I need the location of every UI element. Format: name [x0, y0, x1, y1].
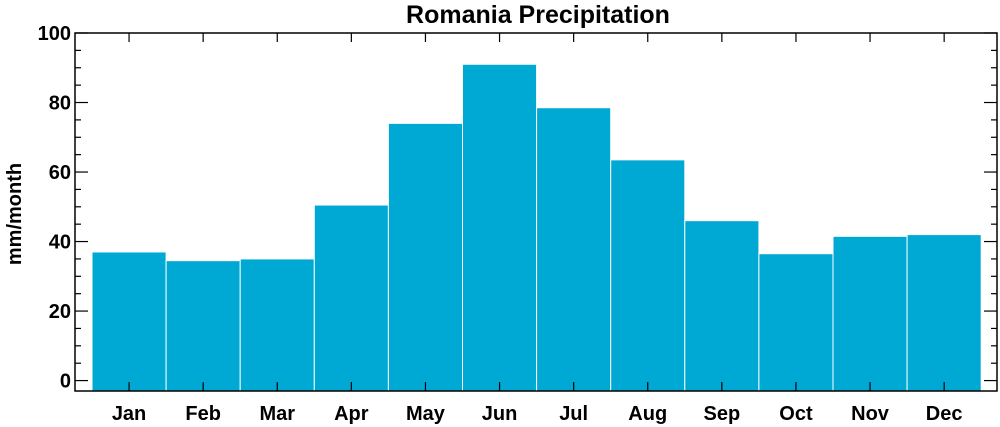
x-tick-label-jun: Jun: [482, 403, 518, 425]
bar-apr: [313, 204, 389, 392]
y-tick-label-40: 40: [49, 232, 71, 254]
bar-may: [387, 122, 463, 392]
x-tick-label-jul: Jul: [559, 403, 588, 425]
bar-jan: [91, 251, 167, 392]
bars: [91, 63, 982, 392]
x-tick-label-dec: Dec: [926, 403, 963, 425]
y-tick-label-80: 80: [49, 93, 71, 115]
x-tick-label-jan: Jan: [112, 403, 146, 425]
bar-jun: [462, 63, 538, 392]
chart-title: Romania Precipitation: [406, 1, 670, 29]
bar-jul: [536, 107, 612, 392]
y-axis-label: mm/month: [4, 163, 26, 265]
x-tick-label-aug: Aug: [628, 403, 667, 425]
x-ticks: Jan Feb Mar Apr May Jun Jul Aug Sep Oct Nov Dec: [112, 33, 963, 425]
x-tick-label-mar: Mar: [259, 403, 295, 425]
y-tick-label-60: 60: [49, 162, 71, 184]
y-tick-label-0: 0: [60, 371, 71, 393]
x-tick-label-feb: Feb: [185, 403, 221, 425]
y-tick-label-100: 100: [38, 23, 71, 45]
x-tick-label-may: May: [406, 403, 446, 425]
x-tick-label-nov: Nov: [851, 403, 890, 425]
bar-oct: [758, 253, 834, 392]
x-tick-label-apr: Apr: [334, 403, 369, 425]
bar-dec: [906, 234, 982, 392]
bar-nov: [832, 235, 908, 392]
plot-frame: [74, 32, 998, 392]
x-tick-label-sep: Sep: [704, 403, 741, 425]
y-ticks: 0 20 40 60 80 100: [38, 23, 997, 393]
bar-aug: [610, 159, 686, 392]
y-tick-label-20: 20: [49, 301, 71, 323]
x-tick-label-oct: Oct: [779, 403, 813, 425]
bar-sep: [684, 220, 760, 392]
bar-mar: [239, 258, 315, 392]
bar-feb: [165, 260, 241, 392]
